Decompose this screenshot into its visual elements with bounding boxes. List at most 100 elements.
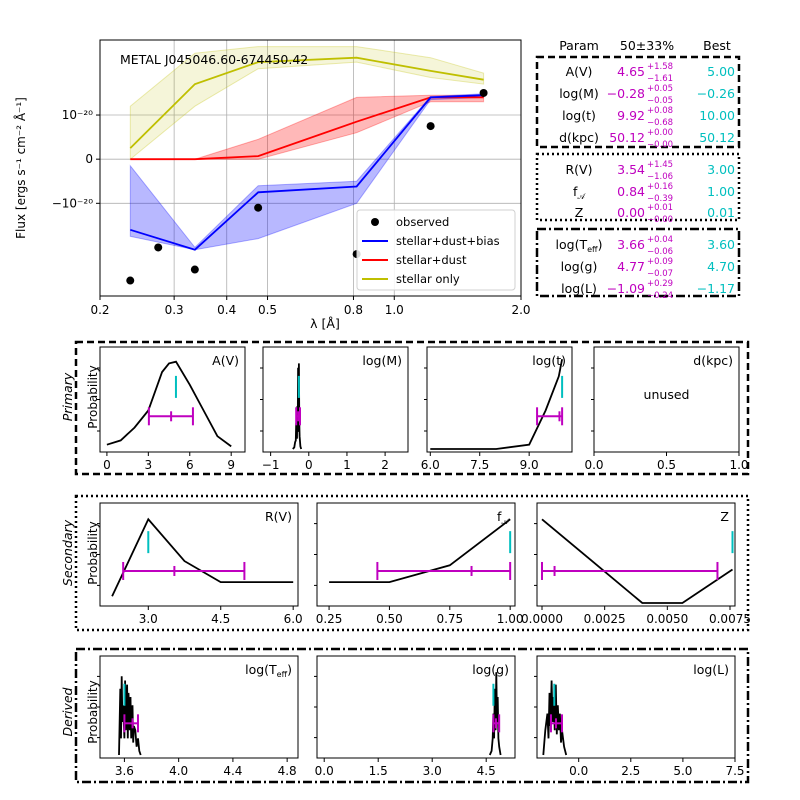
pdf-x-tick-label: 0.0 (584, 458, 603, 472)
pdf-x-tick-label: 0.0075 (709, 612, 751, 626)
table-param-label: log(t) (562, 108, 596, 123)
sed-y-tick-label: 0 (85, 152, 93, 166)
sed-y-tick-label: −10⁻²⁰ (52, 196, 93, 210)
pdf-panel-label: A(V) (212, 353, 239, 368)
table-minus-error: −0.00 (647, 215, 673, 225)
pdf-unused-label: unused (644, 387, 690, 402)
sed-legend (356, 209, 516, 291)
table-param-label: log(M) (559, 86, 599, 101)
table-minus-error: −0.06 (647, 247, 673, 257)
table-param-label: log(L) (561, 281, 597, 296)
sed-band-dust (130, 94, 485, 160)
table-minus-error: −0.05 (647, 96, 673, 106)
pdf-x-tick-label: 4.4 (223, 764, 242, 778)
table-median-value: −1.09 (607, 281, 645, 296)
table-group-box (535, 227, 741, 298)
pdf-panel-label: log(g) (472, 662, 509, 677)
pdf-x-tick-label: 6.0 (284, 612, 303, 626)
sed-observed-point (254, 203, 263, 212)
pdf-panel-frame (99, 346, 246, 453)
pdf-panel: 0.0 2.5 5.0 7.5 log(L) (534, 655, 745, 778)
table-plus-error: +0.16 (647, 182, 673, 192)
table-param-label: log(g) (561, 259, 598, 274)
pdf-panel: 0.0 0.5 1.0 d(kpc) unused (584, 346, 749, 472)
sed-x-tick-label: 0.4 (217, 303, 236, 317)
pdf-x-tick-label: 4.5 (477, 764, 496, 778)
table-median-value: 0.84 (617, 184, 645, 199)
pdf-x-tick-label: 0.0 (569, 764, 588, 778)
table-median-value: 3.66 (617, 237, 645, 252)
pdf-curve (488, 672, 502, 756)
pdf-panel: 0 3 6 9 A(V) (97, 346, 246, 472)
table-best-value: 0.01 (707, 205, 735, 220)
table-best-value: −0.26 (697, 86, 735, 101)
table-best-value: 10.00 (699, 108, 735, 123)
pdf-curve (542, 680, 568, 756)
pdf-panel-frame (262, 346, 409, 453)
legend-label: stellar only (396, 272, 460, 286)
table-param-label: R(V) (566, 162, 593, 177)
param-table: Param 50±33% Best A(V) 4.65 +1.58 −1.61 5.00 log… (535, 38, 741, 301)
pdf-panel: 6.0 7.5 9.0 log(t) (421, 346, 573, 472)
table-header-best: Best (703, 38, 731, 53)
pdf-x-tick-label: 3 (145, 458, 153, 472)
sed-observed-point (190, 265, 199, 274)
sed-plot: 0.2 0.3 0.4 0.5 0.8 1.0 2.0 10⁻²⁰ 0 −10⁻²⁰ METAL J… (13, 39, 531, 331)
table-median-value: −0.28 (607, 86, 645, 101)
legend-label: stellar+dust+bias (396, 234, 500, 248)
table-best-value: 50.12 (699, 130, 735, 145)
table-median-value: 4.65 (617, 64, 645, 79)
table-plus-error: +0.04 (647, 235, 673, 245)
pdf-x-tick-label: 2.5 (621, 764, 640, 778)
pdf-x-tick-label: 3.0 (139, 612, 158, 626)
table-param-label: A(V) (566, 64, 593, 79)
sed-observed-point (426, 122, 435, 131)
pdf-row-primary: Primary Probability 0 3 6 9 A(V) −1 0 1 2 log(M) 6.0… (60, 340, 750, 476)
pdf-x-tick-label: 4.8 (278, 764, 297, 778)
sed-line-bias (130, 94, 484, 251)
table-best-value: 5.00 (707, 64, 735, 79)
sed-band-stellar (129, 46, 485, 161)
pdf-x-tick-label: −1 (262, 458, 280, 472)
table-minus-error: −0.24 (647, 291, 673, 301)
pdf-group-label: Secondary (60, 519, 75, 586)
table-best-value: 3.00 (707, 162, 735, 177)
sed-observed-point (126, 276, 135, 285)
sed-ylabel: Flux [ergs s⁻¹ cm⁻² Å⁻¹] (13, 97, 28, 239)
pdf-panel-frame (593, 346, 740, 453)
table-best-value: 4.70 (707, 259, 735, 274)
pdf-x-tick-label: 0.5 (657, 458, 676, 472)
pdf-x-tick-label: 3.0 (423, 764, 442, 778)
table-median-value: 9.92 (617, 108, 645, 123)
pdf-x-tick-label: 1.00 (497, 612, 524, 626)
pdf-panel-label: Z (720, 509, 729, 524)
pdf-row-secondary: Secondary Probability 3.0 4.5 6.0 R(V) 0.25 0.5… (60, 494, 751, 632)
pdf-x-tick-label: 1 (343, 458, 351, 472)
pdf-panel-label: log(M) (362, 353, 402, 368)
pdf-x-tick-label: 0.0000 (521, 612, 563, 626)
pdf-panel: 3.0 4.5 6.0 R(V) (97, 502, 303, 626)
pdf-group-label: Derived (60, 687, 75, 736)
pdf-curve (111, 517, 294, 597)
table-minus-error: −1.61 (647, 74, 673, 84)
pdf-x-tick-label: 0.0050 (646, 612, 688, 626)
pdf-group-box (74, 494, 750, 632)
sed-x-tick-label: 0.5 (258, 303, 277, 317)
pdf-panel-frame (99, 502, 299, 607)
pdf-x-tick-label: 7.5 (470, 458, 489, 472)
pdf-panel-label: log(t) (532, 353, 566, 368)
pdf-x-tick-label: 4.0 (169, 764, 188, 778)
legend-label: stellar+dust (396, 253, 467, 267)
pdf-ylabel: Probability (86, 680, 100, 743)
pdf-curve (430, 359, 563, 450)
pdf-x-tick-label: 6.0 (421, 458, 440, 472)
table-minus-error: −0.07 (647, 269, 673, 279)
sed-x-tick-label: 1.0 (385, 303, 404, 317)
pdf-x-tick-label: 0.0 (315, 764, 334, 778)
table-plus-error: +0.05 (647, 84, 673, 94)
sed-observed-point (479, 88, 488, 97)
sed-x-tick-label: 0.2 (90, 303, 109, 317)
